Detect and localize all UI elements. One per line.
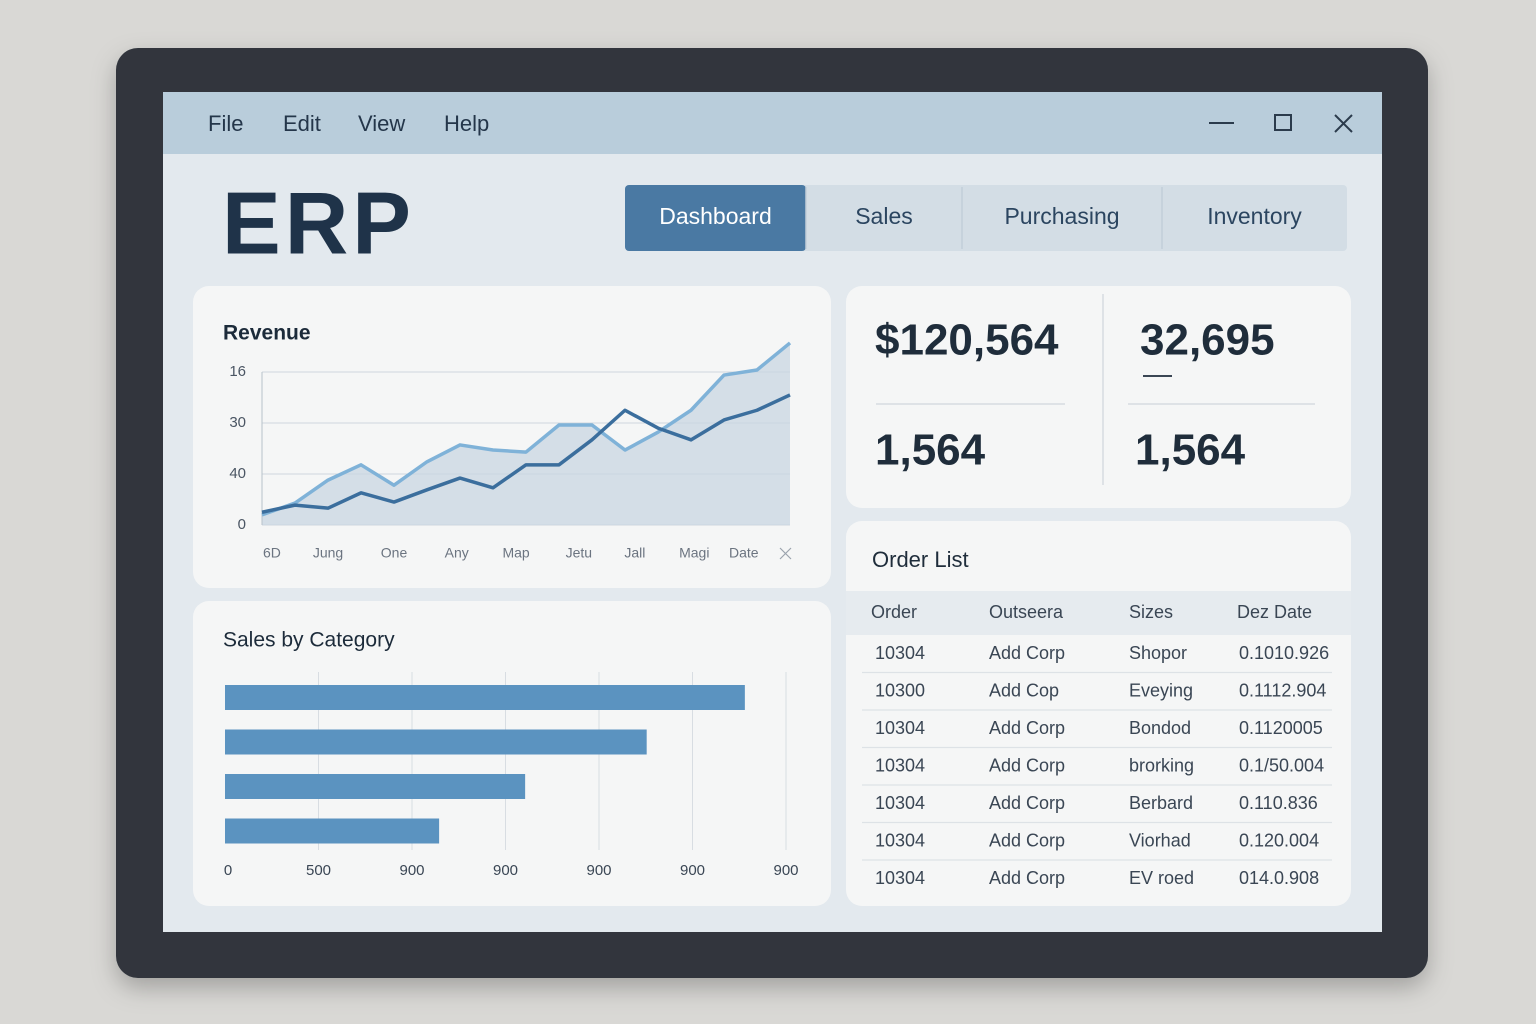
close-button[interactable] [1334, 114, 1353, 133]
table-cell: 10304 [875, 793, 925, 813]
tab[interactable]: Sales [855, 203, 913, 229]
y-tick-label: 40 [229, 465, 246, 482]
bar [225, 729, 647, 755]
x-tick-label: Magi [679, 545, 709, 561]
x-tick-label: One [381, 545, 408, 561]
x-tick-label: 900 [399, 862, 424, 879]
x-tick-label: Any [445, 545, 469, 561]
bar [225, 685, 745, 710]
line [261, 393, 791, 514]
x-tick-label: 0 [224, 862, 232, 879]
table-cell: EV roed [1129, 868, 1194, 888]
column-header[interactable]: Order [871, 602, 917, 622]
x-tick-label: Jall [624, 545, 645, 561]
table-cell: Eveying [1129, 680, 1193, 700]
x-tick-label: 500 [306, 862, 331, 879]
x-tick-label: 900 [493, 862, 518, 879]
table-cell: 10304 [875, 755, 925, 775]
order-list-title: Order List [872, 547, 969, 572]
table-cell: 10304 [875, 718, 925, 738]
x-tick-label: Jetu [566, 545, 592, 561]
x-tick-label: Date [729, 545, 759, 561]
area [262, 342, 790, 525]
axis-close-icon [779, 547, 792, 560]
x-tick-label: 900 [680, 862, 705, 879]
column-header[interactable]: Outseera [989, 602, 1064, 622]
line [261, 341, 792, 517]
menu-bar [163, 92, 1382, 154]
table-cell: 0.1120005 [1239, 718, 1323, 738]
table-cell: Add Corp [989, 755, 1065, 775]
column-header[interactable]: Dez Date [1237, 602, 1312, 622]
table-cell: Add Corp [989, 868, 1065, 888]
y-tick-label: 30 [229, 414, 246, 431]
table-cell: 0.1010.926 [1239, 643, 1329, 663]
y-tick-label: 16 [229, 363, 246, 380]
table-cell: 10304 [875, 868, 925, 888]
table-cell: 10300 [875, 680, 925, 700]
table-cell: 10304 [875, 643, 925, 663]
table-cell: Shopor [1129, 643, 1187, 663]
kpi-value: 32,695 [1140, 316, 1275, 365]
table-cell: Bondod [1129, 718, 1191, 738]
x-tick-label: 6D [263, 545, 281, 561]
table-cell: 014.0.908 [1239, 868, 1319, 888]
logo: ERP [222, 173, 415, 272]
y-tick-label: 0 [238, 516, 246, 533]
tab-active[interactable] [625, 185, 806, 251]
x-tick-label: 900 [586, 862, 611, 879]
bar [225, 774, 526, 799]
table-cell: brorking [1129, 755, 1194, 775]
kpi-panel [846, 286, 1351, 508]
table-cell: 0.1/50.004 [1239, 755, 1324, 775]
table-cell: 0.1112.904 [1239, 680, 1326, 700]
table-cell: 0.110.836 [1239, 793, 1318, 813]
tab[interactable]: Purchasing [1004, 203, 1119, 229]
tab[interactable]: Inventory [1207, 203, 1302, 229]
kpi-value: 1,564 [1135, 426, 1246, 475]
table-cell: Add Cop [989, 680, 1059, 700]
menu-item[interactable]: Help [444, 111, 489, 136]
column-header[interactable]: Sizes [1129, 602, 1173, 622]
kpi-value: $120,564 [875, 316, 1059, 365]
menu-item[interactable]: Edit [283, 111, 321, 136]
menu-item[interactable]: File [208, 111, 243, 136]
chart-title: Sales by Category [223, 629, 395, 652]
table-cell: Viorhad [1129, 830, 1191, 850]
menu-item[interactable]: View [358, 111, 405, 136]
x-tick-label: Jung [313, 545, 343, 561]
table-cell: Add Corp [989, 643, 1065, 663]
table-cell: Add Corp [989, 793, 1065, 813]
x-tick-label: Map [502, 545, 529, 561]
table-cell: Berbard [1129, 793, 1193, 813]
table-cell: 10304 [875, 830, 925, 850]
table-cell: Add Corp [989, 718, 1065, 738]
kpi-value: 1,564 [875, 426, 986, 475]
table-header [846, 591, 1351, 635]
tab[interactable]: Dashboard [659, 203, 772, 229]
maximize-button[interactable] [1274, 114, 1292, 131]
table-cell: 0.120.004 [1239, 830, 1319, 850]
x-tick-label: 900 [773, 862, 798, 879]
table-cell: Add Corp [989, 830, 1065, 850]
chart-title: Revenue [223, 322, 311, 345]
bar [225, 818, 440, 844]
